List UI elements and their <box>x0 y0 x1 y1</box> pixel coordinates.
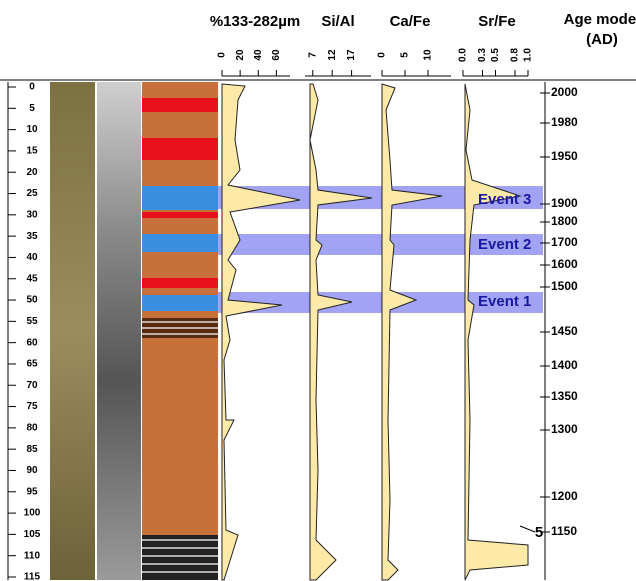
tick-label: 1.0 <box>523 48 534 62</box>
age-label: 1950 <box>551 149 578 163</box>
event-label: Event 2 <box>478 236 531 253</box>
tick-label: 60 <box>271 49 282 61</box>
tick-label: 5 <box>400 52 411 58</box>
age-label: 1700 <box>551 235 578 249</box>
depth-label: 50 <box>26 295 38 306</box>
depth-label: 105 <box>24 529 41 540</box>
tick-label: 10 <box>423 49 434 61</box>
depth-label: 85 <box>26 444 38 455</box>
event-bands <box>218 186 543 313</box>
age-label: 1150 <box>551 524 577 538</box>
age-label: 1800 <box>551 214 578 228</box>
depth-label: 35 <box>26 231 38 242</box>
depth-label: 65 <box>26 359 38 370</box>
depth-label: 115 <box>24 572 41 581</box>
age-label: 1450 <box>551 324 578 338</box>
tick-label: 0.5 <box>490 48 501 62</box>
age-label: 2000 <box>551 85 578 99</box>
tick-label: 17 <box>346 49 357 61</box>
depth-label: 5 <box>29 103 35 114</box>
depth-label: 45 <box>26 273 38 284</box>
depth-label: 60 <box>26 337 38 348</box>
depth-label: 80 <box>26 423 38 434</box>
event-label: Event 1 <box>478 293 531 310</box>
depth-label: 30 <box>26 209 38 220</box>
depth-label: 25 <box>26 188 38 199</box>
tick-label: 0 <box>217 52 228 58</box>
age-label: 1300 <box>551 422 578 436</box>
depth-label: 40 <box>26 252 38 263</box>
tick-label: 12 <box>327 49 338 61</box>
proxy-curves <box>221 83 529 581</box>
header: %133-282µm <box>210 13 300 30</box>
age-label: 1350 <box>551 389 578 403</box>
age-label: 1600 <box>551 257 578 271</box>
lithology <box>142 82 218 580</box>
depth-label: 15 <box>26 146 38 157</box>
depth-label: 70 <box>26 380 38 391</box>
tick-label: 40 <box>253 49 264 61</box>
depth-label: 20 <box>26 167 38 178</box>
header: (AD) <box>586 31 618 48</box>
age-label: 1400 <box>551 358 578 372</box>
depth-label: 100 <box>24 508 41 519</box>
age-label: 1900 <box>551 196 578 210</box>
tick-label: 7 <box>307 52 318 58</box>
header: Ca/Fe <box>390 13 431 30</box>
depth-label: 75 <box>26 401 38 412</box>
annotation: 5 <box>535 524 543 541</box>
age-label: 1980 <box>551 115 578 129</box>
header: Age model <box>564 11 636 28</box>
depth-label: 0 <box>29 82 35 93</box>
depth-label: 110 <box>24 550 41 561</box>
tick-label: 0.0 <box>458 48 469 62</box>
depth-label: 90 <box>26 465 38 476</box>
header: Sr/Fe <box>478 13 516 30</box>
event-label: Event 3 <box>478 191 531 208</box>
header: Si/Al <box>321 13 354 30</box>
tick-label: 20 <box>235 49 246 61</box>
tick-label: 0 <box>377 52 388 58</box>
tick-label: 0.8 <box>510 48 521 62</box>
tick-label: 0.3 <box>477 48 488 62</box>
depth-label: 95 <box>26 486 38 497</box>
xray-image <box>97 82 141 580</box>
core-photo <box>50 82 95 580</box>
depth-label: 10 <box>26 124 38 135</box>
age-label: 1200 <box>551 489 578 503</box>
depth-label: 55 <box>26 316 38 327</box>
annotation-arrow <box>519 525 536 533</box>
age-label: 1500 <box>551 279 578 293</box>
